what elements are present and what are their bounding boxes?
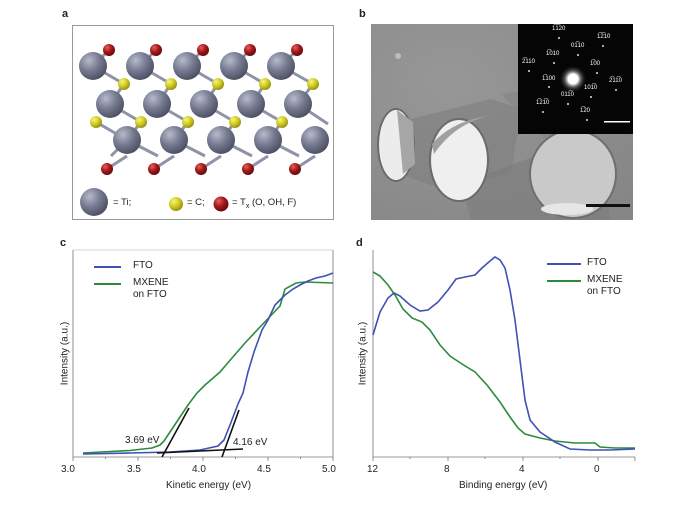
- chart-c-legend-mxene-swatch: [94, 283, 121, 285]
- chart-c-legend-mxene-label: MXENE on FTO: [133, 277, 169, 300]
- ti-legend-sphere: [80, 188, 108, 216]
- chart-c-xtick: 5.0: [322, 464, 336, 475]
- chart-d-legend-fto-swatch: [547, 263, 581, 265]
- titanium-atoms-bottom: [113, 126, 329, 154]
- saed-spot-label: 1̅2̅10: [597, 34, 611, 40]
- saed-spot-label: 1̅010: [546, 51, 560, 57]
- chart-c-series-fto: [82, 272, 334, 455]
- crystal-structure-panel: = Ti; = C; = Tx (O, OH, F): [72, 25, 334, 220]
- chart-c-xtick: 3.5: [127, 464, 141, 475]
- legend-c-label: = C;: [187, 197, 205, 208]
- titanium-atoms-top: [79, 52, 295, 80]
- chart-c-annotation-3-69: 3.69 eV: [125, 435, 160, 446]
- legend-tx-label: = Tx (O, OH, F): [232, 197, 297, 210]
- tem-scale-bar: [586, 204, 630, 207]
- saed-diffraction-inset: 1̅1̅20 1̅2̅10 01̅10 1̅010 2̅110 1̅00 1̅1…: [518, 24, 633, 134]
- chart-d-xtick: 12: [367, 464, 379, 475]
- chart-d-xtick: 8: [444, 464, 450, 475]
- chart-c-legend-fto-swatch: [94, 266, 121, 268]
- chart-d-series-mxene: [372, 271, 635, 449]
- chart-d-ylabel: Intensity (a.u.): [357, 321, 369, 386]
- panel-label-a: a: [62, 8, 69, 20]
- tx-legend-sphere: [213, 196, 229, 212]
- saed-spot-label: 2̅11̅0: [609, 78, 622, 84]
- saed-scale-bar: [604, 121, 630, 123]
- chart-c-xtick: 4.5: [257, 464, 271, 475]
- carbon-atoms-lower: [90, 116, 288, 128]
- chart-c-xtick: 3.0: [61, 464, 75, 475]
- oxygen-atoms-bottom: [101, 163, 301, 175]
- chart-d-xtick: 0: [594, 464, 600, 475]
- saed-spot-label: 1̅20: [580, 108, 591, 114]
- tem-image: 1̅1̅20 1̅2̅10 01̅10 1̅010 2̅110 1̅00 1̅1…: [371, 24, 633, 220]
- chart-c-legend-fto-label: FTO: [133, 260, 153, 271]
- panel-label-c: c: [60, 237, 67, 249]
- titanium-atoms-middle: [96, 90, 312, 118]
- chart-c-tangent-lines: [156, 407, 244, 458]
- chart-c-annotation-4-16: 4.16 eV: [233, 437, 268, 448]
- diffraction-pattern: [528, 37, 630, 123]
- chart-d-legend-mxene-label: MXENE on FTO: [587, 274, 623, 297]
- saed-spot-label: 1̅00: [590, 61, 601, 67]
- tem-micrograph: [371, 24, 633, 220]
- mxene-crystal-structure-diagram: [79, 44, 329, 216]
- chart-d-xtick: 4: [519, 464, 525, 475]
- carbon-atoms-upper: [118, 78, 319, 90]
- chart-c-x-ticks: [72, 457, 334, 461]
- chart-c-axes: [72, 250, 334, 458]
- chart-d-xlabel: Binding energy (eV): [459, 480, 548, 491]
- atom-legend: [80, 188, 229, 216]
- chart-c-xlabel: Kinetic energy (eV): [166, 480, 252, 491]
- chart-d-x-ticks: [372, 457, 636, 461]
- saed-spot-label: 2̅110: [522, 59, 535, 65]
- panel-label-d: d: [356, 237, 363, 249]
- oxygen-atoms-top: [103, 44, 303, 56]
- saed-spot-label: 1̅1̅20: [552, 26, 566, 32]
- panel-label-b: b: [359, 8, 366, 20]
- saed-spot-label: 1̅21̅0: [536, 100, 550, 106]
- chart-c-ylabel: Intensity (a.u.): [59, 321, 71, 386]
- chart-c-xtick: 4.0: [192, 464, 206, 475]
- chart-c-series-mxene: [82, 281, 334, 454]
- chart-d-legend-mxene-swatch: [547, 280, 581, 282]
- chart-d-legend-fto-label: FTO: [587, 257, 607, 268]
- c-legend-sphere: [169, 197, 183, 211]
- saed-spot-label: 101̅0: [584, 85, 598, 91]
- saed-spot-label: 01̅10: [571, 43, 585, 49]
- saed-spot-label: 011̅0: [561, 92, 574, 98]
- legend-ti-label: = Ti;: [113, 197, 132, 208]
- saed-spot-label: 1̅100: [542, 76, 556, 82]
